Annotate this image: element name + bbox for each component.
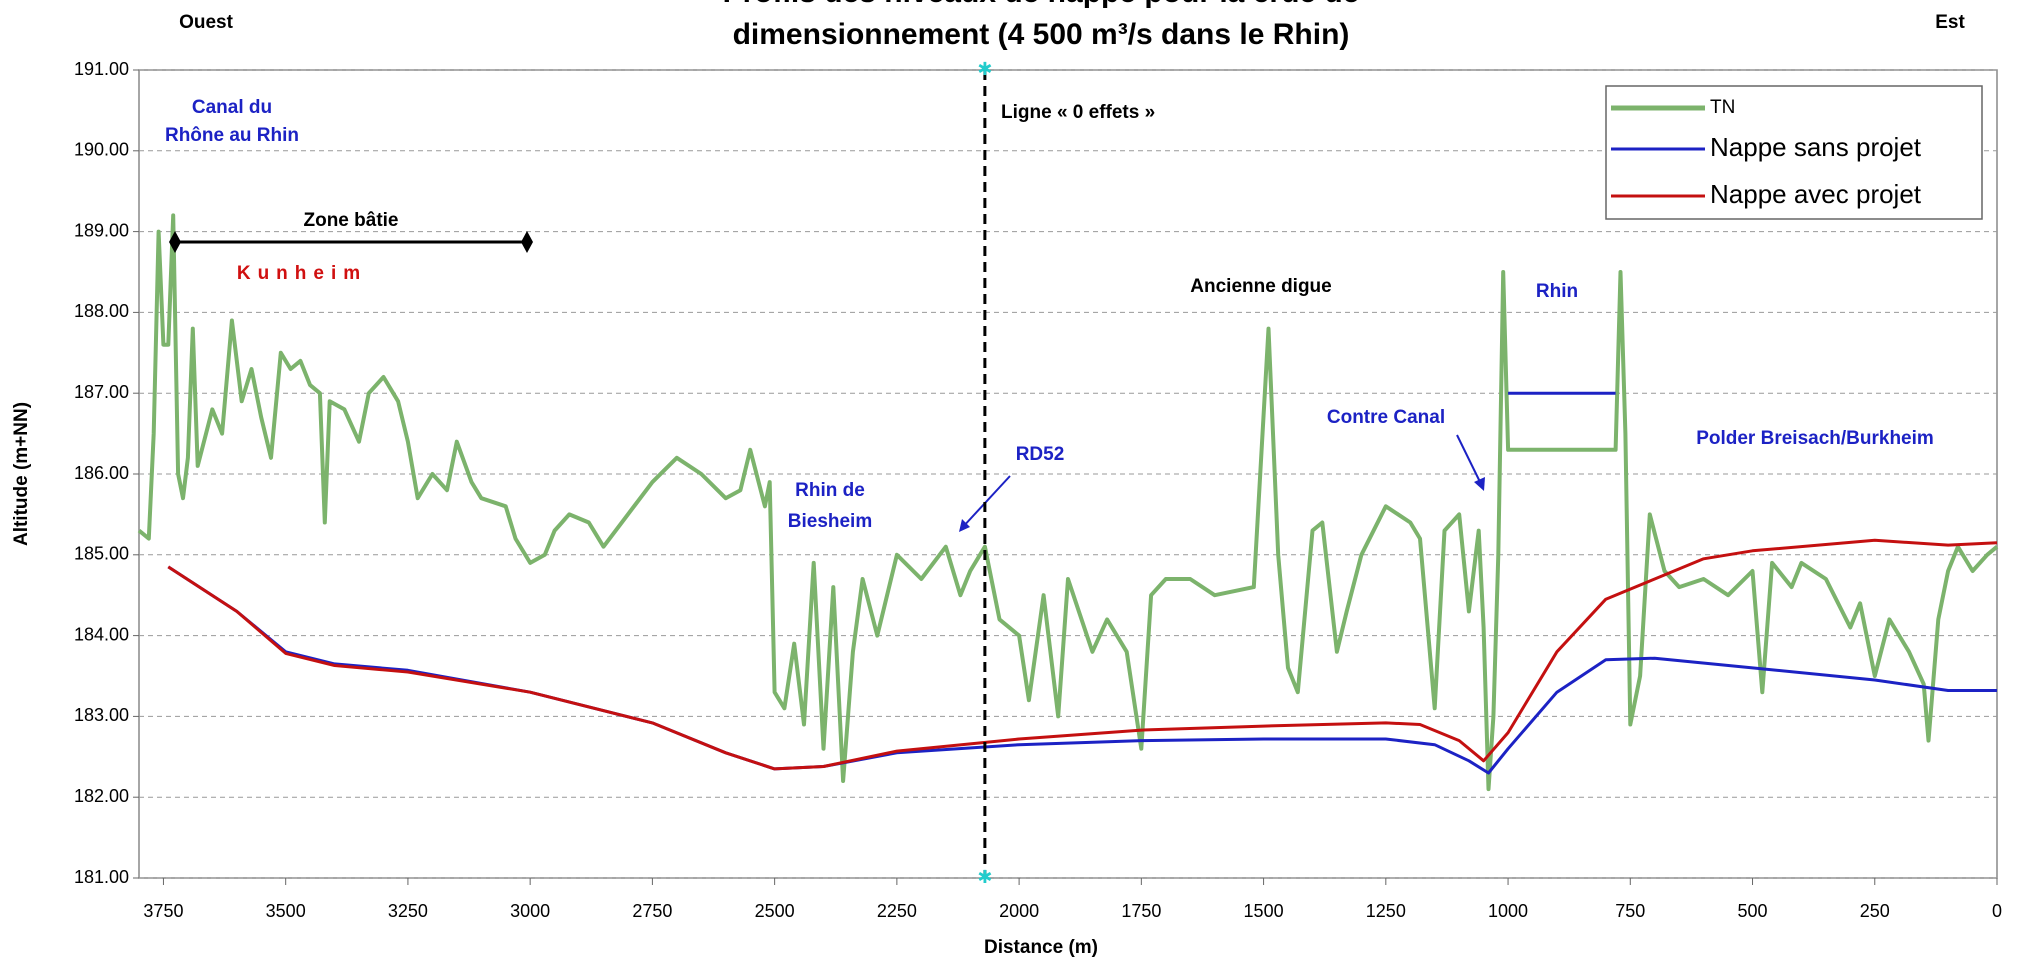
x-tick-label: 0 xyxy=(1992,901,2002,921)
annotation: Ancienne digue xyxy=(1190,276,1331,297)
y-tick-label: 189.00 xyxy=(74,220,129,240)
series-line xyxy=(167,538,1998,771)
y-tick-label: 183.00 xyxy=(74,705,129,725)
annotation: Est xyxy=(1935,12,1965,33)
y-tick-label: 190.00 xyxy=(74,140,129,160)
y-axis-label: Altitude (m+NN) xyxy=(11,402,32,546)
legend-label: Nappe sans projet xyxy=(1710,132,1922,162)
y-tick-label: 184.00 xyxy=(74,624,129,644)
x-tick-label: 3750 xyxy=(143,901,183,921)
x-tick-label: 3500 xyxy=(266,901,306,921)
x-tick-label: 2750 xyxy=(632,901,672,921)
chart-title: dimensionnement (4 500 m³/s dans le Rhin… xyxy=(733,18,1350,51)
annotation: RD52 xyxy=(1016,444,1065,465)
annotation: Rhône au Rhin xyxy=(165,125,299,146)
y-tick-label: 182.00 xyxy=(74,786,129,806)
arrow xyxy=(1456,434,1483,487)
x-axis-label: Distance (m) xyxy=(984,937,1098,958)
annotation: Canal du xyxy=(192,97,272,118)
x-tick-label: 1500 xyxy=(1244,901,1284,921)
x-tick-label: 500 xyxy=(1738,901,1768,921)
x-tick-label: 3250 xyxy=(388,901,428,921)
annotation: Rhin xyxy=(1536,281,1578,302)
series-line xyxy=(137,213,1999,792)
legend-label: TN xyxy=(1710,97,1735,118)
x-tick-label: 250 xyxy=(1860,901,1890,921)
legend-label: Nappe avec projet xyxy=(1710,179,1922,209)
chart-title: Profils des niveaux de nappe pour la cru… xyxy=(723,0,1360,9)
annotation: Biesheim xyxy=(788,511,872,532)
y-tick-label: 191.00 xyxy=(74,59,129,79)
marker-star: ✱ xyxy=(977,867,992,887)
grid-layer xyxy=(139,69,1997,879)
legend: TN Nappe sans projet Nappe avec projet xyxy=(1605,85,1983,220)
x-tick-label: 1250 xyxy=(1366,901,1406,921)
annotation: Ligne « 0 effets » xyxy=(1001,102,1155,123)
annotation: Rhin de xyxy=(795,480,865,501)
annotation: Polder Breisach/Burkheim xyxy=(1696,428,1934,449)
x-tick-label: 3000 xyxy=(510,901,550,921)
y-tick-label: 187.00 xyxy=(74,382,129,402)
y-tick-label: 181.00 xyxy=(74,867,129,887)
arrow-head xyxy=(959,519,970,532)
x-tick-label: 2500 xyxy=(755,901,795,921)
series-layer xyxy=(137,213,1999,792)
x-tick-label: 1750 xyxy=(1121,901,1161,921)
x-tick-label: 750 xyxy=(1615,901,1645,921)
x-tick-label: 2000 xyxy=(999,901,1039,921)
x-tick-label: 1000 xyxy=(1488,901,1528,921)
y-tick-label: 188.00 xyxy=(74,301,129,321)
arrow-head xyxy=(1474,477,1485,491)
annotation: Ouest xyxy=(179,12,234,33)
annotation: Kunheim xyxy=(237,263,367,284)
y-tick-label: 185.00 xyxy=(74,544,129,564)
annotation: Zone bâtie xyxy=(303,210,398,231)
y-tick-label: 186.00 xyxy=(74,463,129,483)
annotation: Contre Canal xyxy=(1327,407,1445,428)
marker-star: ✱ xyxy=(977,59,992,79)
x-tick-label: 2250 xyxy=(877,901,917,921)
